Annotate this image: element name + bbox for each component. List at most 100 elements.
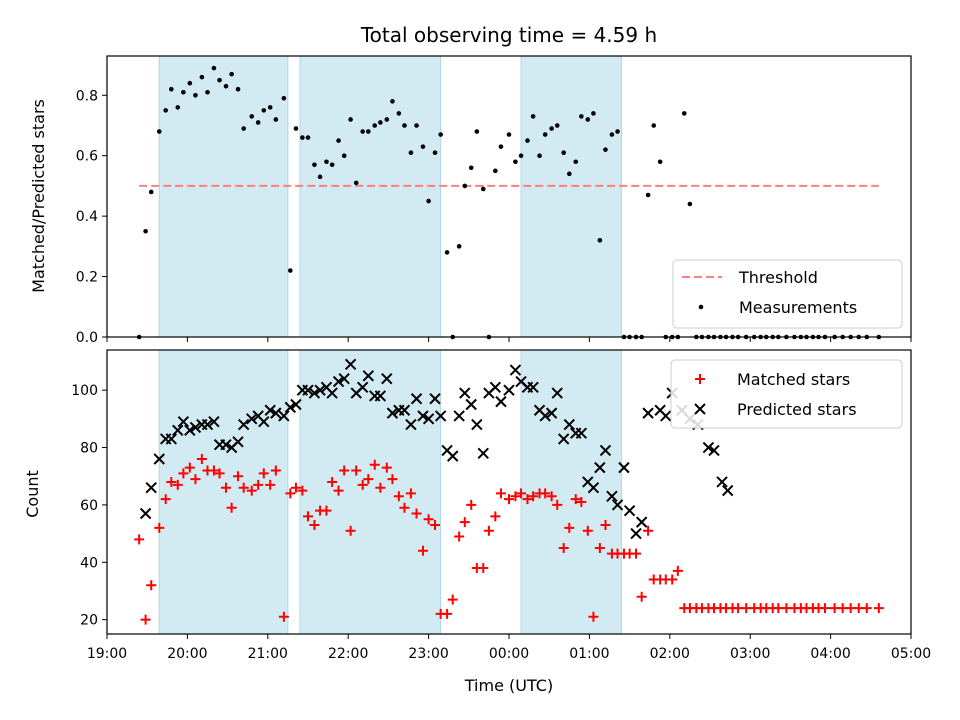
matched-star-point — [184, 462, 195, 473]
x-tick-label: 00:00 — [489, 646, 529, 662]
predicted-star-point — [642, 407, 654, 419]
x-axis-label: Time (UTC) — [464, 676, 553, 695]
predicted-star-point — [618, 461, 630, 474]
matched-star-point — [327, 476, 338, 487]
measurement-point — [645, 192, 651, 198]
measurement-point — [498, 144, 504, 149]
matched-star-point — [393, 491, 404, 502]
predicted-star-point — [477, 447, 489, 459]
measurement-point — [305, 135, 311, 140]
matched-star-point — [253, 479, 264, 490]
measurement-point — [408, 150, 414, 155]
count-legend: Matched stars Predicted stars — [670, 359, 903, 429]
measurement-point — [229, 71, 234, 77]
matched-star-point — [339, 465, 350, 476]
predicted-star-point — [362, 370, 375, 382]
predicted-star-point — [405, 418, 417, 431]
matched-star-point — [459, 517, 470, 528]
matched-star-point — [643, 525, 654, 536]
measurement-point — [300, 135, 305, 140]
predicted-star-point — [189, 421, 202, 434]
predicted-star-point — [459, 387, 471, 399]
measurement-point — [241, 126, 246, 131]
matched-star-point — [166, 476, 177, 487]
matched-star-point — [345, 525, 356, 536]
matched-star-point — [570, 494, 581, 505]
predicted-star-point — [563, 418, 576, 431]
measurement-point — [480, 186, 486, 192]
bottom-y-tick-label: 20 — [80, 613, 98, 629]
matched-star-point — [873, 603, 884, 614]
predicted-star-point — [326, 387, 338, 399]
top-y-tick-label: 0.6 — [76, 149, 98, 165]
top-shaded-interval-3 — [520, 55, 623, 338]
matched-star-point — [214, 468, 225, 479]
predicted-star-point — [434, 410, 447, 422]
matched-star-point — [146, 580, 157, 591]
measurement-point — [420, 144, 426, 149]
matched-star-point — [233, 471, 244, 482]
measurement-point — [474, 129, 480, 134]
x-tick-label: 02:00 — [650, 646, 690, 662]
matched-star-point — [466, 499, 477, 510]
chart-title: Total observing time = 4.59 h — [360, 23, 657, 47]
predicted-star-point — [453, 410, 465, 422]
predicted-star-point — [284, 401, 297, 414]
measurement-point — [175, 105, 181, 110]
predicted-star-point — [545, 407, 558, 419]
predicted-star-point — [702, 441, 715, 454]
matched-star-point — [238, 482, 249, 493]
matched-star-point — [546, 491, 557, 502]
x-tick-label: 20:00 — [167, 646, 207, 662]
measurement-point — [148, 189, 154, 195]
measurement-point — [402, 123, 407, 128]
legend-matched-label: Matched stars — [737, 370, 850, 389]
predicted-star-point — [708, 444, 720, 457]
matched-star-point — [594, 542, 605, 553]
measurement-point — [579, 114, 584, 119]
measurement-point — [261, 108, 267, 113]
measurement-point — [211, 65, 217, 71]
predicted-star-point — [503, 384, 515, 396]
matched-star-point — [490, 511, 501, 522]
predicted-star-point — [184, 424, 196, 437]
bottom-shaded-interval-1 — [158, 349, 289, 635]
matched-star-point — [178, 468, 189, 479]
bottom-y-tick-label: 80 — [80, 441, 98, 457]
predicted-star-point — [232, 436, 244, 448]
measurement-point — [169, 86, 174, 92]
matched-star-point — [600, 519, 611, 530]
measurement-point — [414, 123, 419, 128]
matched-star-point — [552, 499, 563, 510]
matched-star-point — [190, 474, 201, 485]
measurement-point — [591, 111, 596, 116]
matched-star-point — [208, 465, 219, 476]
predicted-star-point — [410, 393, 423, 405]
predicted-star-point — [264, 404, 276, 416]
matched-star-point — [442, 608, 453, 619]
ratio-legend: Threshold Measurements — [672, 259, 903, 329]
matched-star-point — [297, 485, 308, 496]
predicted-star-point — [153, 453, 165, 465]
x-tick-label: 05:00 — [891, 646, 931, 662]
measurement-point — [223, 83, 229, 89]
matched-star-point — [405, 488, 416, 499]
matched-star-point — [522, 494, 533, 505]
legend-measurements-label: Measurements — [739, 298, 857, 317]
x-tick-label: 03:00 — [730, 646, 770, 662]
measurement-point — [181, 89, 186, 95]
matched-star-point — [357, 479, 368, 490]
measurement-point — [567, 171, 572, 177]
predicted-star-point — [398, 404, 411, 416]
top-y-axis-label: Matched/Predicted stars — [29, 99, 48, 293]
predicted-star-point — [721, 484, 734, 497]
matched-star-point — [220, 482, 231, 493]
matched-star-point — [582, 525, 593, 536]
legend-measurements-swatch — [698, 304, 704, 310]
predicted-star-point — [635, 516, 648, 528]
predicted-star-point — [539, 410, 551, 422]
measurement-point — [518, 153, 524, 159]
measurement-point — [468, 165, 474, 171]
measurement-point — [288, 268, 293, 273]
predicted-star-point — [495, 395, 507, 408]
